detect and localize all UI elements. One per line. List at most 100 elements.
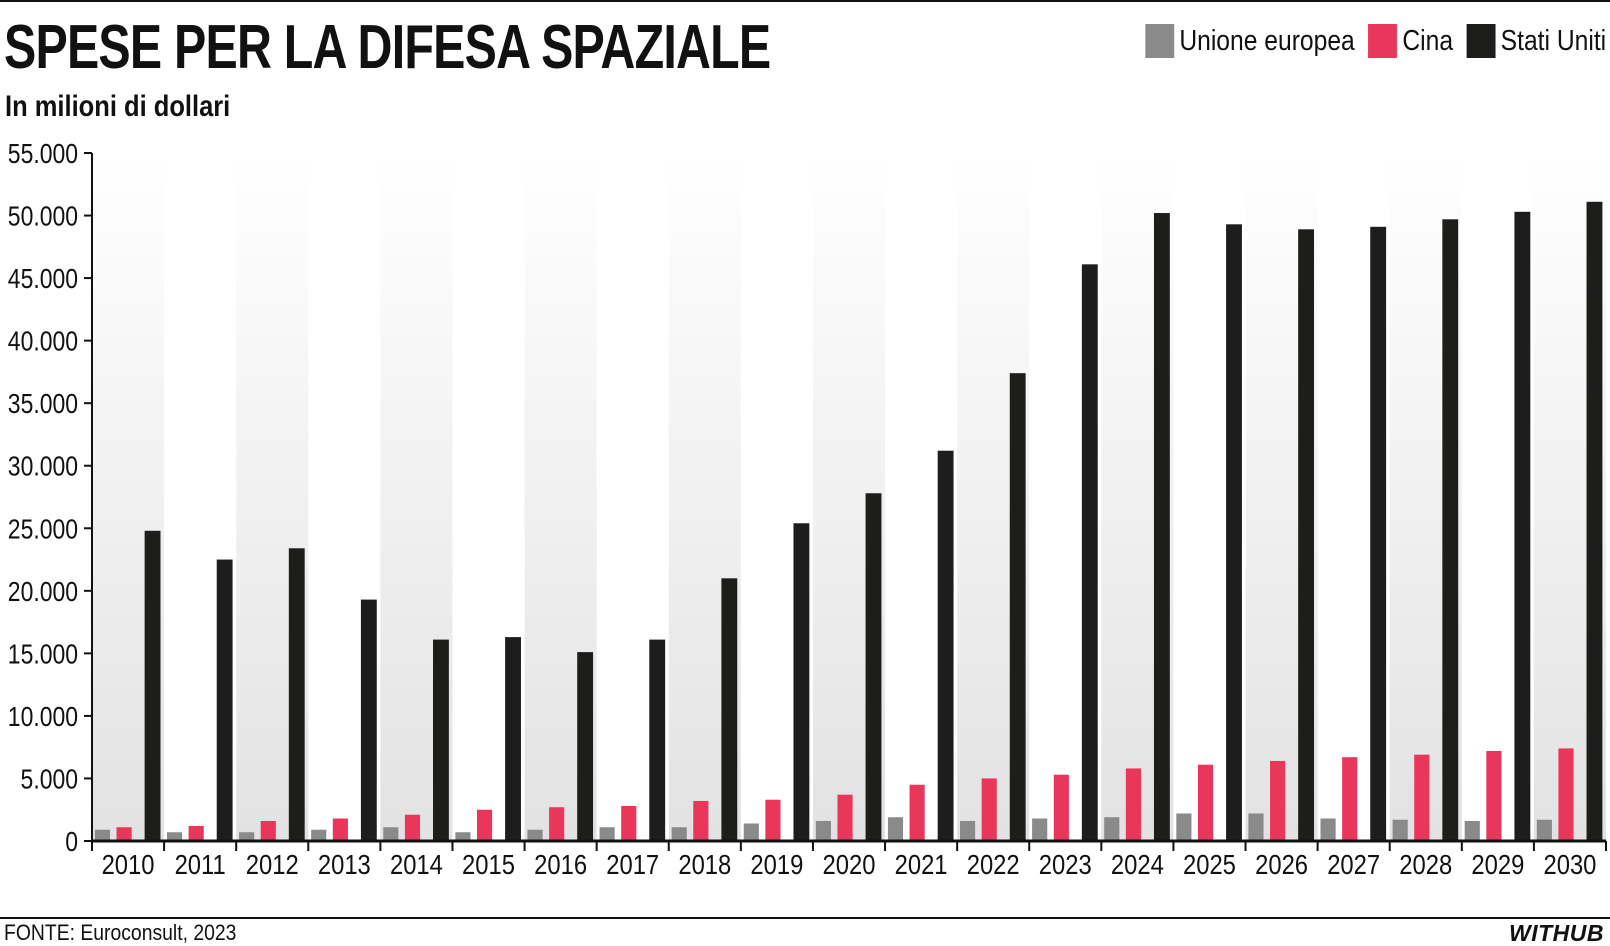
bar-china-2022 [981,778,997,841]
bar-eu-2019 [743,823,759,841]
legend-swatch-eu [1145,24,1175,58]
bar-eu-2028 [1392,819,1408,841]
bar-eu-2012 [239,832,255,841]
x-tick-label-2023: 2023 [1039,848,1092,880]
x-tick-label-2026: 2026 [1255,848,1308,880]
bar-eu-2030 [1536,819,1552,841]
y-tick-label-45000: 45.000 [8,264,78,295]
x-tick-label-2015: 2015 [462,848,515,880]
chart-subtitle: In milioni di dollari [5,90,231,123]
y-tick-label-40000: 40.000 [8,327,78,358]
legend: Unione europea Cina Stati Uniti [1137,22,1606,60]
x-tick-label-2011: 2011 [175,848,226,880]
x-tick-label-2025: 2025 [1183,848,1236,880]
bar-china-2020 [837,794,853,841]
x-tick-label-2013: 2013 [318,848,371,880]
bar-eu-2016 [527,829,543,841]
bar-usa-2026 [1298,229,1315,842]
bar-usa-2027 [1370,226,1387,841]
bar-usa-2024 [1153,213,1170,841]
bar-eu-2018 [671,827,687,841]
x-tick-label-2024: 2024 [1111,848,1164,880]
bar-china-2011 [188,825,204,841]
x-tick-label-2017: 2017 [606,848,659,880]
bar-china-2019 [765,799,781,841]
bar-eu-2020 [815,820,831,841]
bar-usa-2015 [505,637,521,841]
y-tick-label-5000: 5.000 [21,764,78,795]
bars-layer [94,201,1603,842]
footer-rule [0,917,1610,919]
chart-title: SPESE PER LA DIFESA SPAZIALE [4,13,771,82]
bar-usa-2018 [721,578,738,841]
bar-china-2028 [1414,754,1430,841]
x-tick-label-2012: 2012 [246,848,299,880]
bar-usa-2012 [288,548,305,841]
bar-china-2018 [693,800,709,841]
bar-usa-2030 [1586,201,1603,841]
bar-usa-2028 [1442,219,1459,841]
top-rule [0,0,1610,2]
bar-china-2026 [1270,760,1286,841]
bar-eu-2029 [1464,820,1480,841]
bar-china-2021 [909,784,925,841]
y-tick-label-50000: 50.000 [8,201,78,232]
legend-swatch-usa [1466,24,1496,58]
source-note: FONTE: Euroconsult, 2023 [4,920,237,945]
bar-usa-2023 [1081,264,1098,841]
bar-eu-2026 [1248,813,1264,841]
bar-usa-2019 [793,523,810,841]
bar-eu-2022 [960,820,976,841]
bar-usa-2013 [360,599,377,841]
legend-label-eu: Unione europea [1179,24,1355,57]
bar-eu-2010 [94,829,111,841]
y-tick-label-15000: 15.000 [8,639,78,670]
legend-item-usa: Stati Uniti [1466,24,1606,58]
legend-swatch-china [1368,24,1398,58]
bar-china-2010 [116,827,132,841]
bar-eu-2025 [1176,813,1192,841]
bar-usa-2014 [433,639,449,841]
x-tick-label-2014: 2014 [390,848,443,880]
bar-china-2025 [1197,764,1214,841]
y-tick-label-30000: 30.000 [8,452,78,483]
x-tick-label-2016: 2016 [534,848,587,880]
bar-china-2016 [549,807,565,841]
bar-china-2024 [1125,768,1141,841]
x-tick-label-2030: 2030 [1543,848,1596,880]
legend-item-eu: Unione europea [1145,24,1355,58]
x-tick-label-2021: 2021 [895,848,948,880]
bar-eu-2021 [887,817,904,841]
x-tick-label-2010: 2010 [102,848,155,880]
bar-china-2012 [260,820,276,841]
bar-usa-2022 [1009,373,1026,841]
y-tick-label-35000: 35.000 [8,389,78,420]
x-tick-label-2028: 2028 [1399,848,1452,880]
bar-usa-2011 [216,559,233,841]
bar-eu-2024 [1104,817,1120,841]
y-tick-label-10000: 10.000 [8,702,78,733]
brand-logo: WITHUB [1509,920,1604,946]
bar-china-2023 [1053,774,1069,841]
y-tick-label-20000: 20.000 [8,577,78,608]
bar-china-2015 [476,809,493,841]
bar-china-2027 [1342,757,1358,841]
legend-label-usa: Stati Uniti [1500,24,1606,57]
y-tick-label-25000: 25.000 [8,514,78,545]
bar-usa-2016 [577,652,594,841]
bar-usa-2025 [1226,224,1242,841]
bar-eu-2023 [1032,818,1048,841]
bar-usa-2029 [1514,211,1531,841]
bar-eu-2011 [166,832,183,841]
axes-layer: 0 5.000 10.000 15.000 20.000 25.000 30.000 35.0… [8,140,1607,880]
bar-china-2029 [1486,750,1502,841]
bar-china-2017 [621,805,637,841]
x-tick-label-2027: 2027 [1327,848,1380,880]
legend-item-china: Cina [1368,24,1453,58]
bar-eu-2013 [311,829,327,841]
bar-china-2030 [1558,748,1574,841]
bar-china-2014 [404,814,421,841]
x-tick-label-2029: 2029 [1471,848,1524,880]
bar-eu-2015 [455,832,471,841]
bar-usa-2010 [144,530,161,841]
